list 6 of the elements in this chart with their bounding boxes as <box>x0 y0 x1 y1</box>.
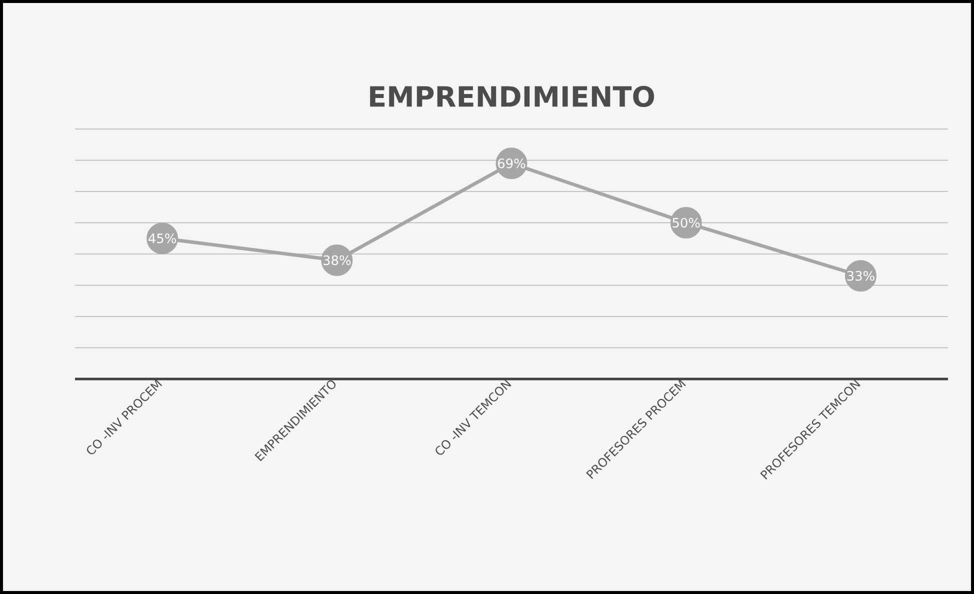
chart-title: EMPRENDIMIENTO <box>370 86 654 107</box>
data-label: 50% <box>672 218 700 228</box>
data-label: 69% <box>498 158 526 168</box>
data-label: 33% <box>847 270 874 281</box>
data-label: 45% <box>148 233 176 244</box>
data-label: 38% <box>324 255 351 266</box>
